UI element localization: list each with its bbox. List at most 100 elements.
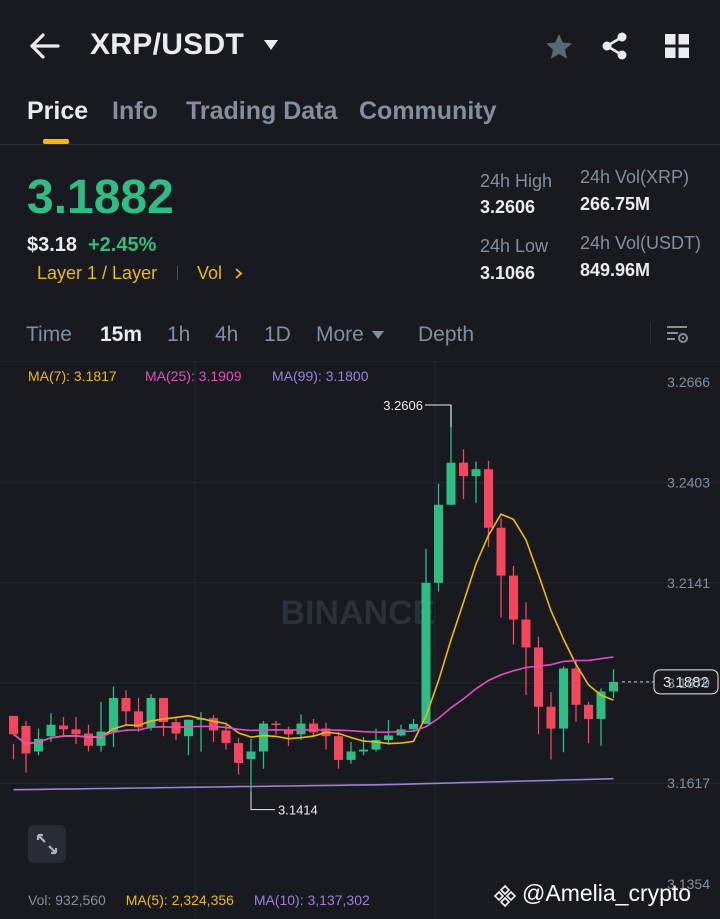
tab-info[interactable]: Info — [112, 97, 158, 125]
candle — [584, 701, 593, 744]
candle — [596, 688, 606, 746]
y-tick-label: 3.1879 — [667, 675, 710, 691]
interval-1h[interactable]: 1h — [167, 323, 191, 346]
vol-usdt-value: 849.96M — [580, 260, 651, 280]
tab-community[interactable]: Community — [359, 97, 497, 125]
candle — [296, 714, 306, 741]
candle-body — [359, 749, 368, 752]
candle — [484, 460, 493, 547]
pair-title[interactable]: XRP/USDT — [90, 28, 245, 61]
candle — [434, 483, 443, 592]
candle-body — [421, 582, 431, 724]
grid-icon[interactable] — [664, 33, 690, 59]
caret-down-icon[interactable] — [372, 331, 384, 340]
candle-body — [134, 711, 143, 728]
candle — [409, 718, 418, 731]
candle-body — [284, 730, 293, 735]
tag-vol[interactable]: Vol — [197, 263, 223, 283]
candle — [109, 686, 118, 747]
candle-body — [9, 715, 18, 735]
candle — [571, 659, 581, 722]
candle — [534, 636, 543, 735]
share-icon[interactable] — [600, 31, 630, 61]
candle-body — [509, 575, 518, 620]
ma99-legend: MA(99): 3.1800 — [272, 368, 369, 384]
tag-separator — [177, 266, 178, 280]
candle — [496, 518, 506, 618]
candle-body — [34, 738, 43, 752]
candle-body — [334, 736, 343, 760]
candle — [521, 602, 531, 695]
interval-time[interactable]: Time — [26, 323, 72, 346]
y-tick-label: 3.2666 — [667, 374, 710, 390]
volume-legend: Vol: 932,560 MA(5): 2,324,356 MA(10): 3,… — [28, 892, 386, 908]
candle — [271, 720, 281, 735]
vol-xrp-label: 24h Vol(XRP) — [580, 167, 690, 187]
candle — [234, 738, 243, 775]
candle — [96, 701, 106, 752]
candle-body — [459, 462, 468, 477]
candle-body — [59, 725, 68, 730]
candle — [134, 697, 143, 732]
candle — [359, 736, 368, 756]
candle-body — [596, 691, 606, 719]
current-price-label: 3.1882 — [663, 674, 709, 691]
candle — [471, 461, 481, 503]
candle-body — [609, 681, 618, 692]
candle-body — [384, 735, 393, 741]
depth-tab[interactable]: Depth — [418, 323, 475, 346]
vol-usdt-label: 24h Vol(USDT) — [580, 233, 702, 253]
candle-body — [234, 743, 243, 763]
low-annotation-leader — [250, 791, 275, 811]
candle — [171, 717, 181, 741]
high-24h-value: 3.2606 — [480, 197, 536, 217]
high-annotation-leader — [425, 404, 452, 427]
tag-layer[interactable]: Layer 1 / Layer — [37, 263, 158, 283]
candle-body — [496, 527, 506, 576]
candle — [71, 717, 81, 744]
volume-ma10: MA(10): 3,137,302 — [253, 892, 370, 908]
chevron-right-icon[interactable] — [234, 268, 243, 279]
candle-body — [246, 751, 256, 760]
chart-grid — [0, 361, 720, 919]
candle — [21, 720, 31, 773]
candle-body — [559, 668, 568, 729]
candle-body — [296, 723, 306, 735]
interval-4h[interactable]: 4h — [215, 323, 239, 346]
chart-settings-icon[interactable] — [665, 323, 689, 347]
interval-15m[interactable]: 15m — [100, 323, 143, 346]
current-price-box — [653, 669, 719, 695]
candle — [509, 565, 518, 645]
candle-body — [84, 733, 93, 746]
tabs-divider — [0, 144, 720, 145]
tab-price[interactable]: Price — [27, 97, 89, 125]
interval-more[interactable]: More — [316, 323, 364, 346]
vol-xrp-value: 266.75M — [580, 194, 651, 214]
candle-body — [271, 723, 281, 726]
low-24h-value: 3.1066 — [480, 263, 536, 283]
candle — [121, 690, 131, 725]
back-arrow-icon[interactable] — [28, 30, 62, 62]
star-icon[interactable] — [544, 32, 574, 62]
candle — [309, 718, 318, 737]
candle — [559, 666, 568, 753]
candle-body — [471, 469, 481, 477]
candle — [321, 722, 331, 750]
y-tick-label: 3.2141 — [667, 575, 710, 591]
candle-body — [96, 731, 106, 746]
caret-down-icon[interactable] — [262, 38, 280, 52]
tab-trading-data[interactable]: Trading Data — [186, 97, 338, 125]
candle-body — [309, 723, 318, 733]
ma25-legend: MA(25): 3.1909 — [145, 368, 242, 384]
candle-body — [159, 697, 168, 723]
interval-1d[interactable]: 1D — [264, 323, 291, 346]
candle — [184, 719, 193, 756]
expand-icon — [36, 833, 58, 855]
volume-ma5: MA(5): 2,324,356 — [125, 892, 234, 908]
low-24h-label: 24h Low — [480, 236, 549, 256]
candle — [396, 724, 406, 737]
candle-body — [184, 719, 193, 737]
fullscreen-button[interactable] — [28, 825, 66, 863]
fiat-price: $3.18 — [27, 234, 78, 256]
